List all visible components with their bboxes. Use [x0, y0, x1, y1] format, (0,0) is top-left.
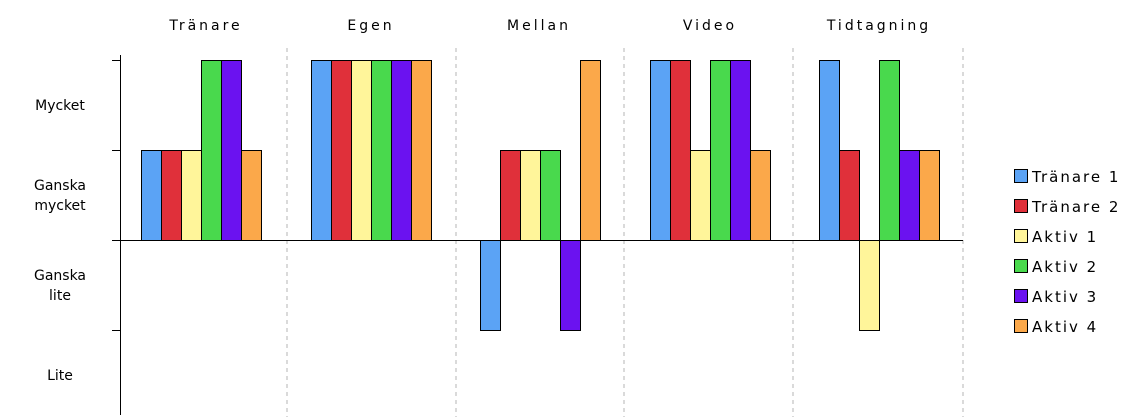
legend-label: Aktiv 4 [1032, 318, 1098, 336]
bar [690, 150, 711, 241]
bar [311, 60, 332, 241]
bar [221, 60, 242, 241]
legend-item: Aktiv 1 [1014, 228, 1098, 246]
legend-item: Aktiv 3 [1014, 288, 1098, 306]
category-label: Video [683, 18, 737, 34]
y-level-label: Ganska mycket [34, 178, 86, 214]
bar [879, 60, 900, 241]
y-level-label: Ganska lite [34, 268, 86, 304]
legend-label: Tränare 1 [1031, 168, 1120, 186]
legend-label: Aktiv 2 [1032, 258, 1098, 276]
bar [161, 150, 182, 241]
category-label: Tränare [168, 18, 242, 34]
bar [859, 240, 880, 331]
legend-swatch [1014, 289, 1028, 303]
bar [650, 60, 671, 241]
bars [141, 60, 940, 331]
bar [391, 60, 412, 241]
bar [919, 150, 940, 241]
legend-swatch [1014, 199, 1028, 213]
bar [670, 60, 691, 241]
legend-swatch [1014, 319, 1028, 333]
bar [819, 60, 840, 241]
bar [411, 60, 432, 241]
legend-swatch [1014, 169, 1028, 183]
bar [520, 150, 541, 241]
bar [181, 150, 202, 241]
bar [331, 60, 352, 241]
bar [750, 150, 771, 241]
y-level-label: Lite [47, 368, 73, 384]
bar [500, 150, 521, 241]
category-label: Egen [347, 18, 394, 34]
bar [899, 150, 920, 241]
bar [839, 150, 860, 241]
axes [112, 55, 963, 415]
legend-item: Aktiv 4 [1014, 318, 1098, 336]
legend-item: Tränare 1 [1014, 168, 1120, 186]
bar [540, 150, 561, 241]
category-label: Mellan [507, 18, 571, 34]
legend-label: Tränare 2 [1031, 198, 1120, 216]
bar [371, 60, 392, 241]
category-label: Tidtagning [826, 18, 931, 34]
legend: Tränare 1 Tränare 2 Aktiv 1 Aktiv 2 Aktiv 3 A… [1014, 168, 1120, 336]
bar [141, 150, 162, 241]
bar [560, 240, 581, 331]
legend-swatch [1014, 259, 1028, 273]
legend-label: Aktiv 1 [1032, 228, 1098, 246]
bar [710, 60, 731, 241]
bar [241, 150, 262, 241]
y-level-labels: Mycket Ganska mycket Ganska lite Lite [34, 98, 86, 384]
category-labels: Tränare Egen Mellan Video Tidtagning [168, 18, 931, 34]
legend-item: Aktiv 2 [1014, 258, 1098, 276]
legend-item: Tränare 2 [1014, 198, 1120, 216]
bar [201, 60, 222, 241]
bar [730, 60, 751, 241]
y-level-label: Mycket [35, 98, 85, 114]
bar [580, 60, 601, 241]
category-separators [286, 48, 964, 417]
legend-swatch [1014, 229, 1028, 243]
bar [480, 240, 501, 331]
legend-label: Aktiv 3 [1032, 288, 1098, 306]
bar [351, 60, 372, 241]
